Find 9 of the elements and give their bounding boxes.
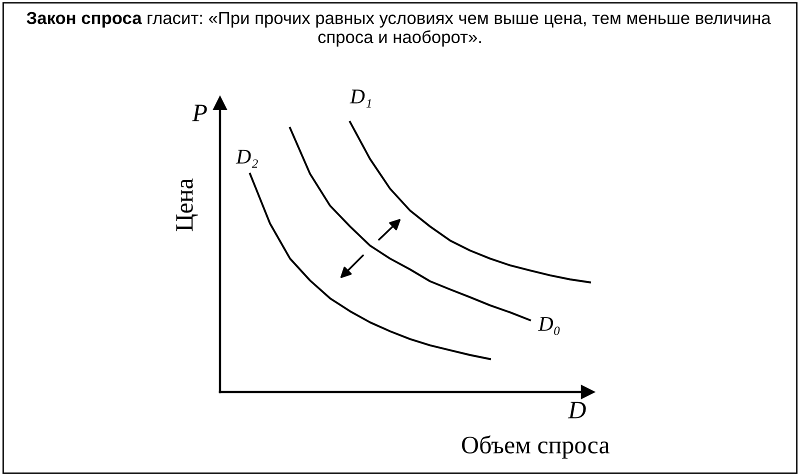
text: P — [192, 104, 207, 122]
chart-title: Закон спроса — [26, 12, 142, 28]
series-label: D₀ — [538, 317, 560, 336]
text: D — [568, 402, 586, 418]
chart-subtitle: гласит: «При прочих равных условиях чем выше цена, тем меньше величина спроса и наоборот». — [148, 12, 771, 47]
y-axis-title: Цена — [176, 178, 198, 232]
series-label: D₂ — [236, 150, 258, 168]
series-label: D₁ — [350, 90, 371, 108]
x-axis-title: Объем спроса — [462, 435, 610, 459]
